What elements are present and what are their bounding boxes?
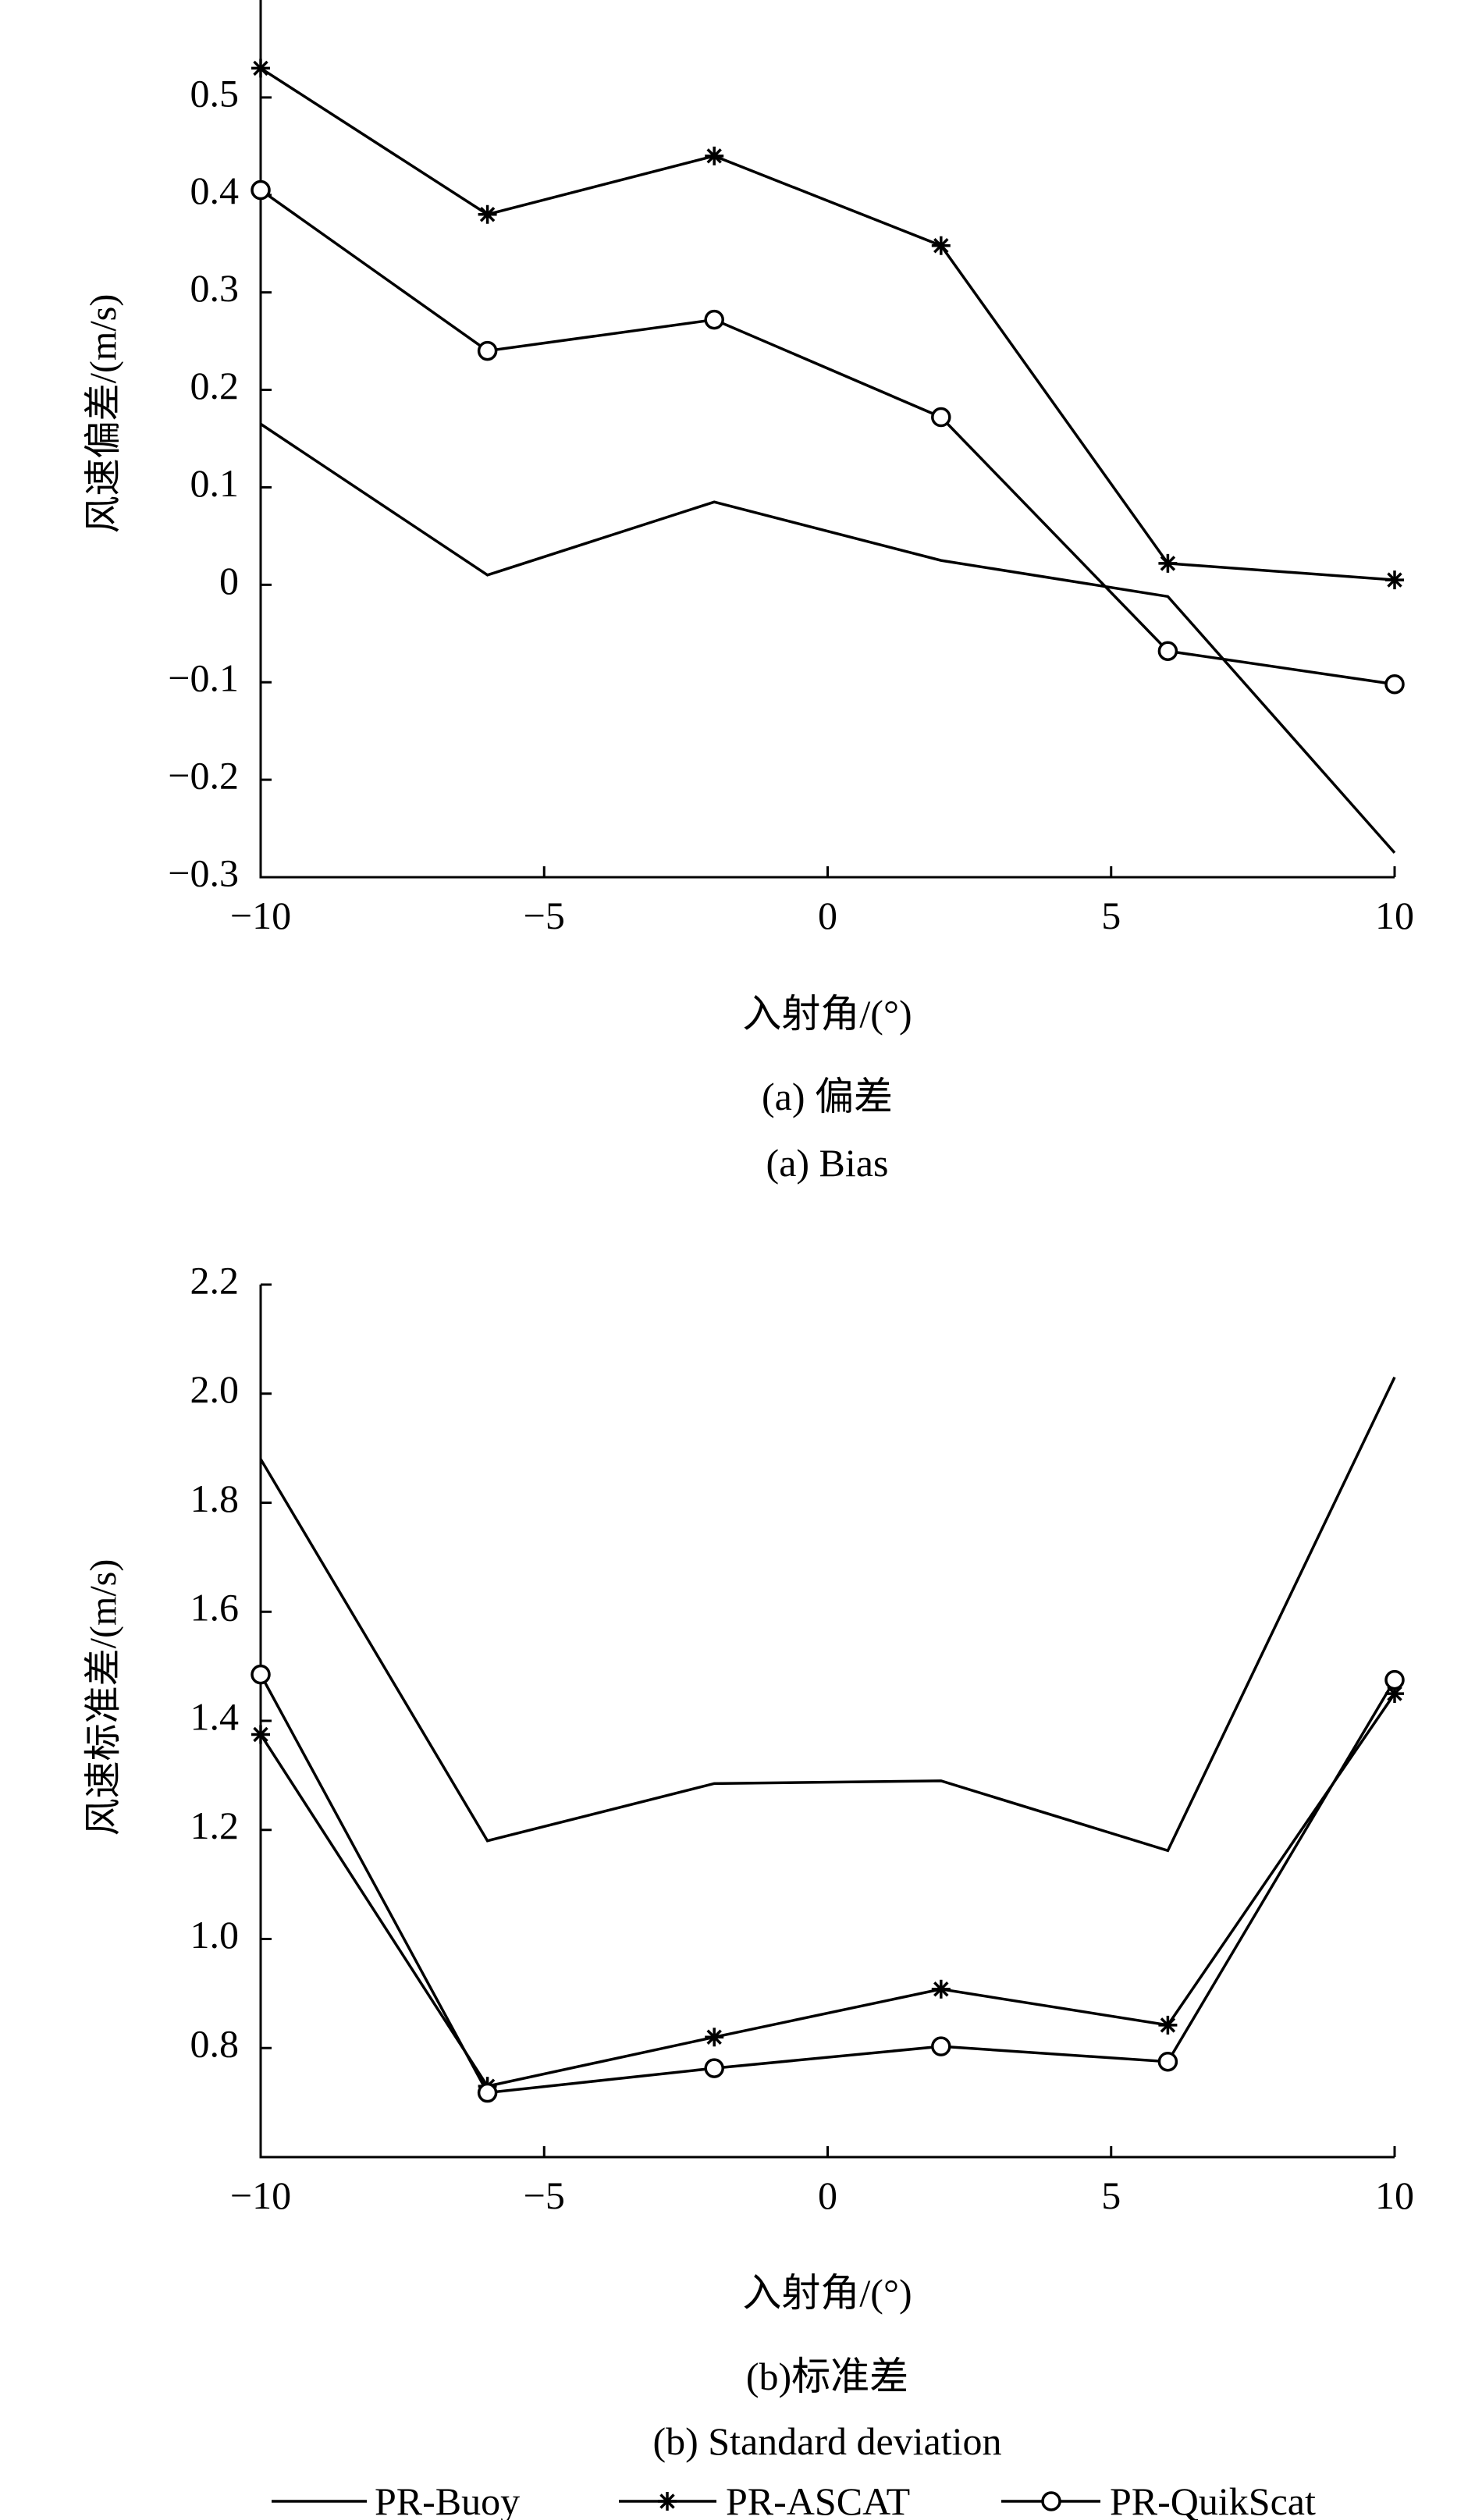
chart-b-point-pr-ascat [1158, 2015, 1178, 2035]
chart-a-y-ticks: −0.3 −0.2 −0.1 0 0.1 0.2 0.3 0.4 0.5 [168, 71, 272, 894]
chart-b-point-pr-quikscat [477, 2082, 498, 2103]
chart-a-point-pr-ascat [1385, 570, 1404, 590]
chart-a-y-tick-label: 0.4 [190, 169, 240, 212]
chart-bias: −10 −5 0 5 10 −0.3 −0.2 −0.1 0 0.1 0.2 0.3 0.4 0.5 入… [83, 0, 1414, 1185]
chart-a-point-pr-ascat [251, 59, 270, 78]
chart-a-point-pr-quikscat [1157, 641, 1178, 662]
chart-a-point-pr-ascat-stroke [1387, 572, 1402, 588]
legend-star [658, 2492, 677, 2511]
chart-a-point-pr-ascat-stroke [253, 60, 268, 76]
chart-a-point-pr-quikscat [477, 340, 498, 361]
chart-b-series-line-pr-quikscat [259, 1673, 1396, 2095]
chart-a-y-axis-label: 风速偏差/(m/s) [83, 294, 124, 534]
chart-b-y-tick-label: 1.0 [190, 1913, 240, 1957]
chart-b-x-tick-label: 10 [1375, 2173, 1414, 2217]
chart-b-series [251, 1377, 1405, 2103]
chart-a-point-pr-quikscat [704, 309, 724, 330]
chart-b-point-pr-quikscat [704, 2058, 724, 2078]
chart-b-point-pr-quikscat [931, 2036, 951, 2056]
chart-a-point-pr-ascat [1158, 553, 1178, 573]
chart-b-x-tick-label: −5 [524, 2173, 565, 2217]
chart-b-y-tick-label: 2.0 [190, 1367, 240, 1411]
legend-item-pr-quikscat: PR-QuikScat [1001, 2479, 1316, 2520]
chart-a-x-tick-label: 10 [1375, 894, 1414, 937]
chart-a-series-line-pr-quikscat [259, 189, 1395, 686]
legend-item-pr-buoy: PR-Buoy [272, 2479, 520, 2520]
legend-label-pr-ascat: PR-ASCAT [726, 2479, 910, 2520]
chart-b-point-pr-quikscat [251, 1664, 271, 1685]
chart-b-caption-cn: (b)标准差 [746, 2355, 908, 2398]
chart-b-point-pr-ascat-stroke [1160, 2017, 1176, 2033]
legend-marker-star [658, 2492, 677, 2511]
chart-a-axes [259, 0, 1395, 879]
chart-a-x-tick-label: 5 [1101, 894, 1121, 937]
legend-star-stroke [659, 2493, 675, 2509]
chart-a-point-pr-ascat [478, 204, 497, 224]
chart-b-y-tick-label: 0.8 [190, 2022, 240, 2066]
chart-b-point-pr-ascat [251, 1725, 270, 1744]
chart-a-point-pr-quikscat [251, 179, 271, 201]
chart-a-y-tick-label: 0.1 [190, 461, 240, 505]
chart-b-x-tick-label: −10 [230, 2173, 291, 2217]
chart-b-caption-en: (b) Standard deviation [652, 2419, 1001, 2463]
chart-b-x-ticks: −10 −5 0 5 10 [230, 2146, 1414, 2217]
chart-b-point-pr-quikscat [1384, 1669, 1405, 1690]
chart-a-series-line-pr-ascat [260, 66, 1395, 581]
chart-b-x-tick-label: 0 [818, 2173, 837, 2217]
chart-a-y-tick-label: 0.2 [190, 364, 240, 407]
legend-label-pr-buoy: PR-Buoy [375, 2479, 520, 2520]
chart-b-series-line-pr-buoy [259, 1377, 1396, 1853]
chart-a-y-tick-label: −0.1 [168, 656, 239, 700]
chart-a-caption-cn: (a) 偏差 [762, 1075, 893, 1118]
chart-a-x-ticks: −10 −5 0 5 10 [230, 866, 1414, 937]
chart-a-point-pr-ascat-stroke [479, 207, 496, 222]
chart-b-point-pr-ascat [931, 1979, 951, 1999]
chart-b-point-pr-ascat-stroke [706, 2029, 722, 2045]
legend-marker-circle [1041, 2491, 1061, 2511]
chart-b-x-axis-label: 入射角/(°) [742, 2271, 912, 2315]
chart-a-point-pr-ascat [931, 236, 951, 255]
chart-a-point-pr-quikscat [1384, 674, 1405, 695]
chart-a-point-pr-ascat-stroke [1160, 556, 1176, 571]
chart-b-point-pr-ascat [705, 2028, 724, 2047]
chart-b-point-pr-ascat-stroke [1387, 1686, 1402, 1701]
chart-b-point-pr-quikscat [1157, 2051, 1178, 2072]
chart-b-axes [259, 1285, 1395, 2159]
legend-item-pr-ascat: PR-ASCAT [619, 2479, 910, 2520]
chart-a-x-tick-label: −10 [230, 894, 291, 937]
chart-b-y-tick-label: 1.6 [190, 1586, 240, 1630]
chart-a-point-pr-quikscat [931, 407, 951, 428]
legend-label-pr-quikscat: PR-QuikScat [1110, 2479, 1316, 2520]
chart-a-y-tick-label: 0 [219, 559, 239, 602]
chart-b-y-axis-label: 风速标准差/(m/s) [83, 1559, 124, 1836]
chart-standard-deviation: −10 −5 0 5 10 0.8 1.0 1.2 1.4 1.6 1.8 2.0 2.2 入射角/(… [83, 1258, 1414, 2463]
chart-a-point-pr-ascat-stroke [706, 148, 722, 164]
chart-a-y-tick-label: 0.5 [190, 71, 240, 115]
chart-b-y-tick-label: 2.2 [190, 1258, 240, 1302]
chart-a-y-tick-label: −0.3 [168, 851, 239, 894]
chart-b-point-pr-ascat-stroke [933, 1982, 949, 1997]
chart-a-series [251, 59, 1405, 854]
chart-a-series-line-pr-buoy [260, 422, 1396, 854]
chart-b-point-pr-ascat-stroke [253, 1726, 268, 1743]
chart-a-point-pr-ascat-stroke [933, 237, 949, 254]
chart-b-y-ticks: 0.8 1.0 1.2 1.4 1.6 1.8 2.0 2.2 [190, 1258, 272, 2066]
chart-b-y-tick-label: 1.8 [190, 1477, 240, 1520]
chart-a-x-axis-label: 入射角/(°) [742, 992, 912, 1036]
chart-a-y-tick-label: −0.2 [168, 754, 239, 798]
chart-b-x-tick-label: 5 [1101, 2173, 1121, 2217]
chart-b-y-tick-label: 1.4 [190, 1694, 240, 1738]
chart-a-x-tick-label: 0 [818, 894, 837, 937]
chart-a-caption-en: (a) Bias [766, 1141, 889, 1185]
legend: PR-Buoy PR-ASCAT PR-QuikScat [272, 2479, 1316, 2520]
chart-a-y-tick-label: 0.3 [190, 266, 240, 310]
chart-a-x-tick-label: −5 [524, 894, 565, 937]
chart-b-y-tick-label: 1.2 [190, 1804, 240, 1847]
chart-b-series-line-pr-ascat [259, 1693, 1396, 2088]
chart-a-point-pr-ascat [705, 146, 724, 165]
